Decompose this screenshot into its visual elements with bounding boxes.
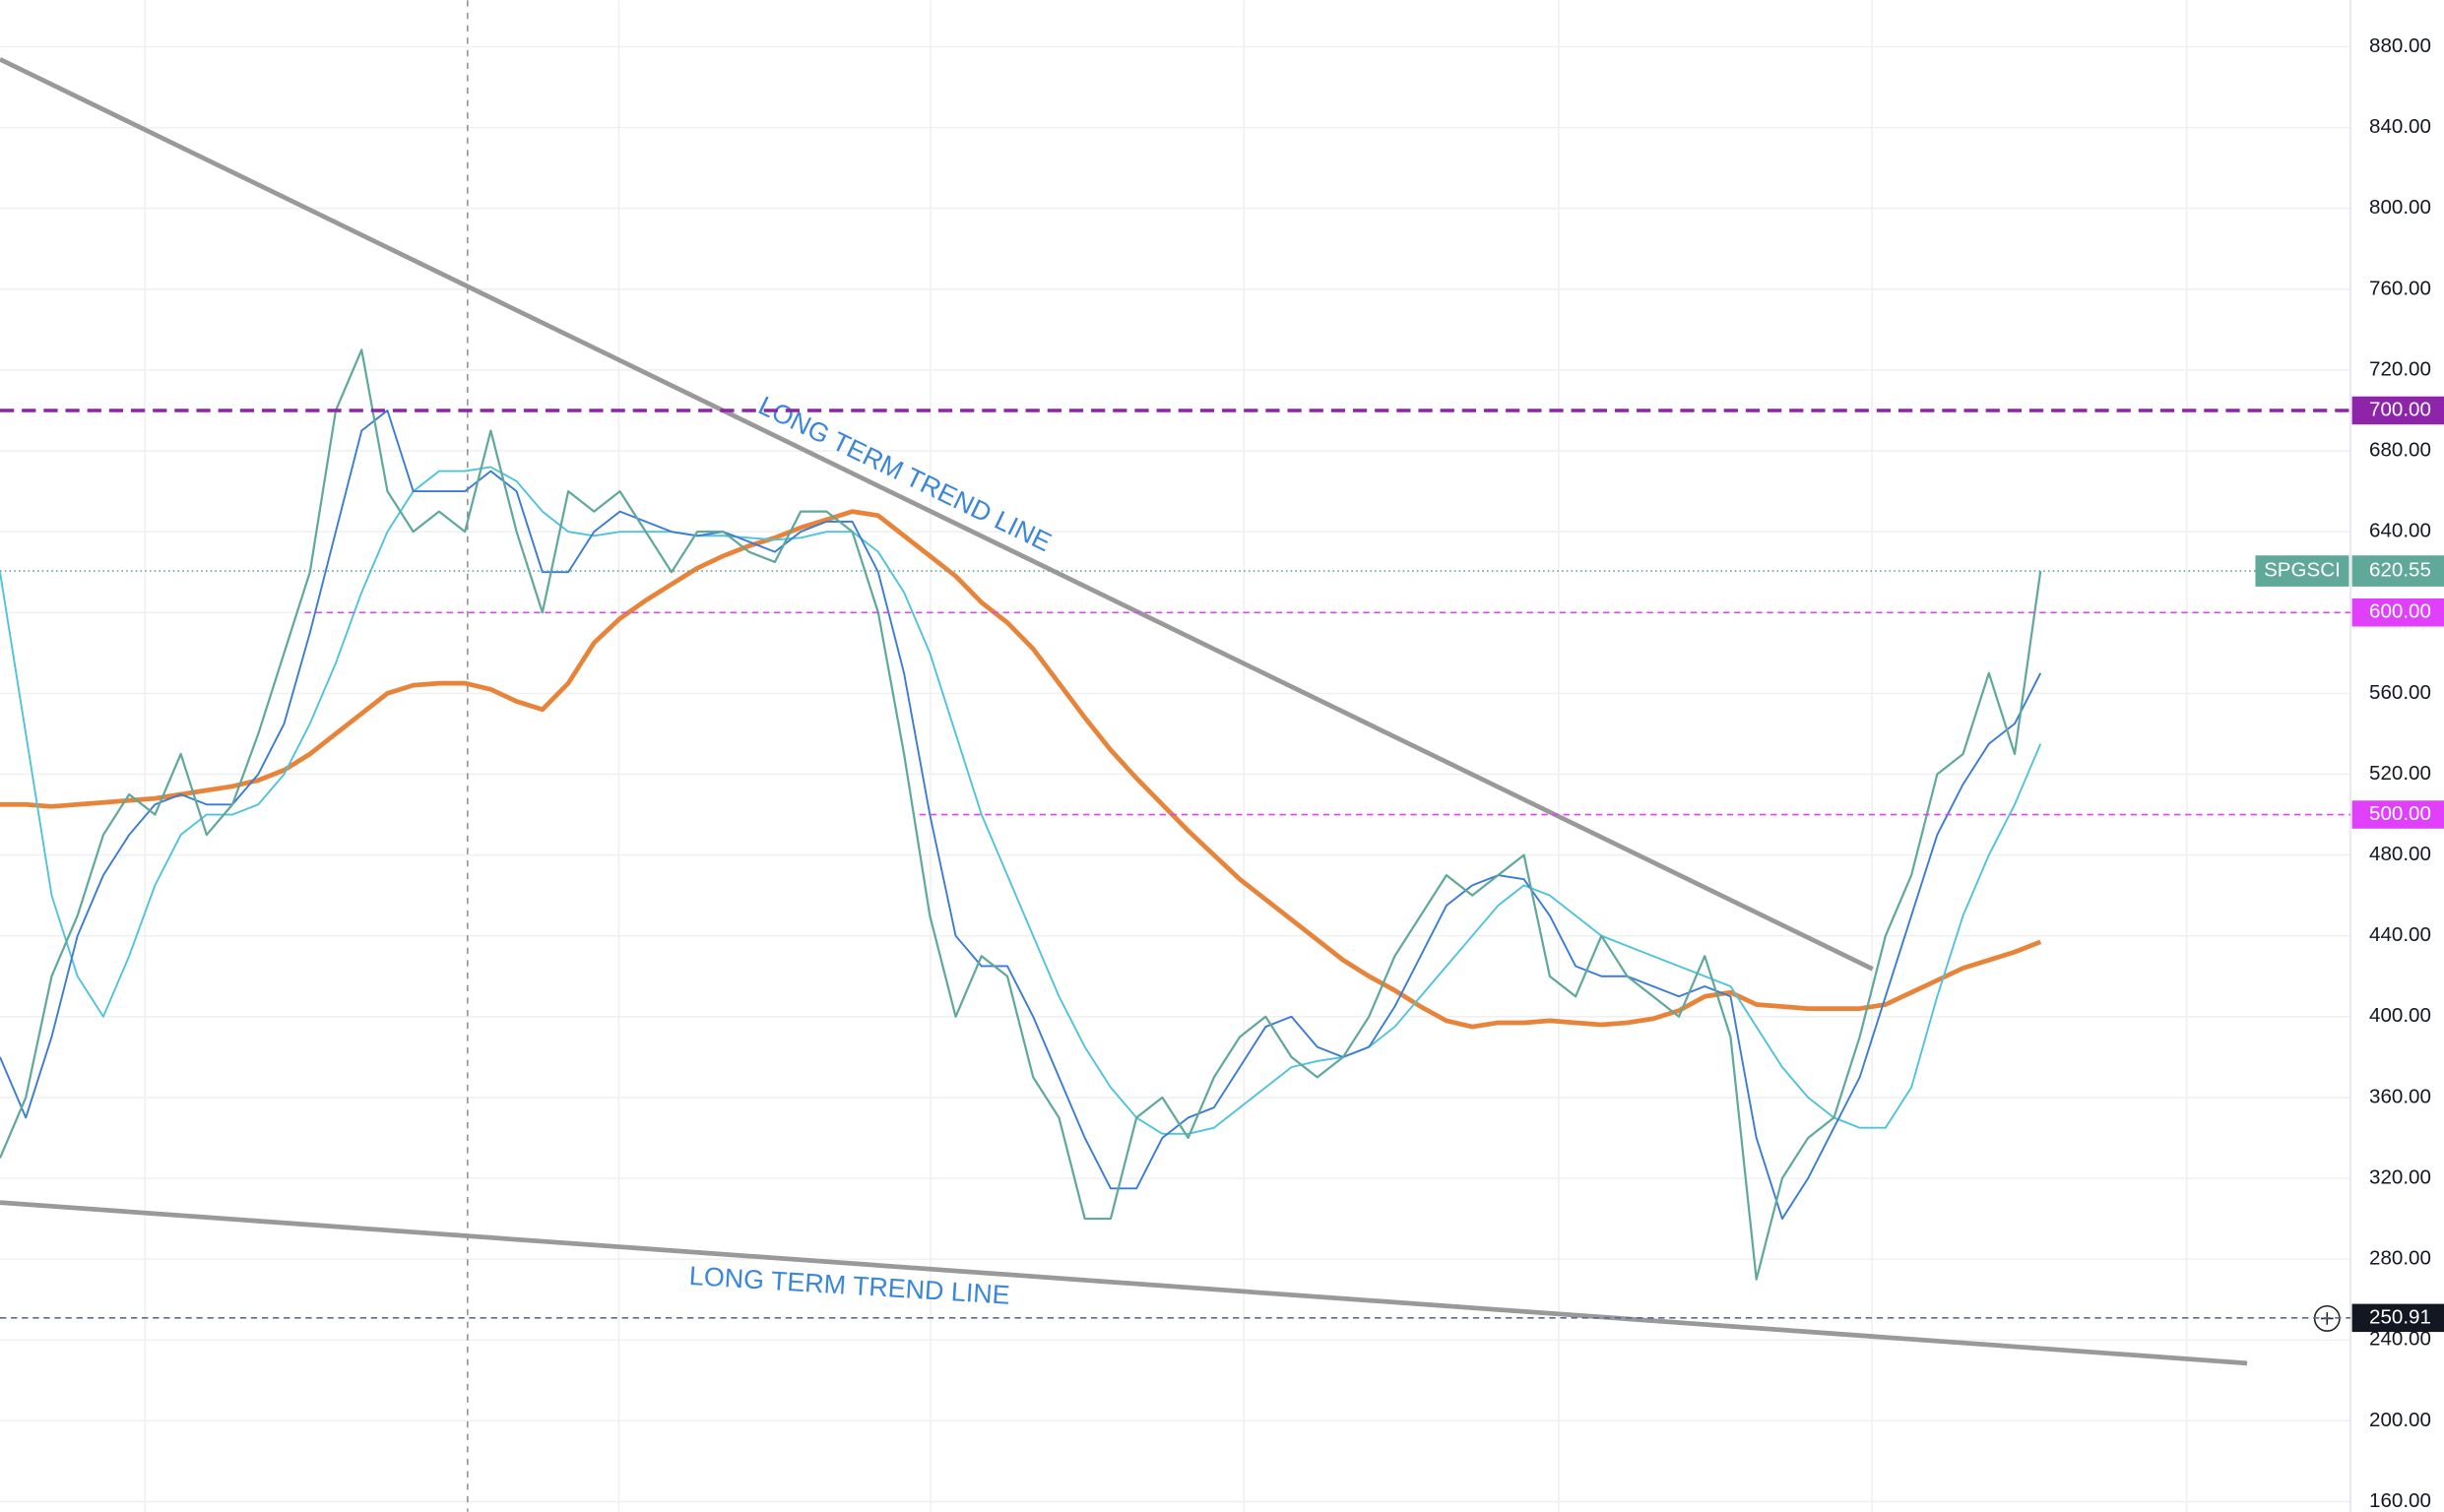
y-tick-label: 360.00 [2369, 1085, 2431, 1107]
y-tick-label: 560.00 [2369, 681, 2431, 704]
y-tick-label: 720.00 [2369, 357, 2431, 380]
grid [0, 0, 2351, 1512]
y-tick-label: 800.00 [2369, 196, 2431, 219]
level-badge [2351, 800, 2444, 829]
series-line [0, 466, 2042, 1135]
last-price-label: 620.55 [2369, 559, 2431, 582]
last-price-badge [2351, 555, 2444, 587]
y-tick-label: 640.00 [2369, 520, 2431, 542]
level-badge [2351, 598, 2444, 627]
series-line [0, 348, 2042, 1281]
trend-line [0, 1200, 2248, 1366]
level-label: 250.91 [2369, 1305, 2431, 1328]
level-badge [2351, 396, 2444, 425]
y-tick-label: 880.00 [2369, 34, 2431, 57]
series-line [0, 509, 2042, 1030]
trend-line [0, 57, 1874, 972]
level-label: 600.00 [2369, 600, 2431, 623]
y-tick-label: 520.00 [2369, 762, 2431, 785]
symbol-badge [2255, 555, 2349, 587]
y-tick-label: 840.00 [2369, 115, 2431, 138]
level-label: 500.00 [2369, 802, 2431, 825]
y-tick-label: 680.00 [2369, 438, 2431, 461]
y-tick-label: 760.00 [2369, 277, 2431, 299]
series-line [0, 410, 2042, 1221]
y-tick-label: 280.00 [2369, 1247, 2431, 1270]
symbol-name: SPGSCI [2264, 559, 2341, 582]
level-badge [2351, 1303, 2444, 1333]
level-label: 700.00 [2369, 398, 2431, 420]
y-tick-label: 320.00 [2369, 1166, 2431, 1188]
y-tick-label: 440.00 [2369, 923, 2431, 946]
y-tick-label: 480.00 [2369, 843, 2431, 865]
y-tick-label: 240.00 [2369, 1328, 2431, 1351]
y-tick-label: 160.00 [2369, 1489, 2431, 1512]
y-tick-label: 200.00 [2369, 1409, 2431, 1431]
y-tick-label: 400.00 [2369, 1004, 2431, 1027]
